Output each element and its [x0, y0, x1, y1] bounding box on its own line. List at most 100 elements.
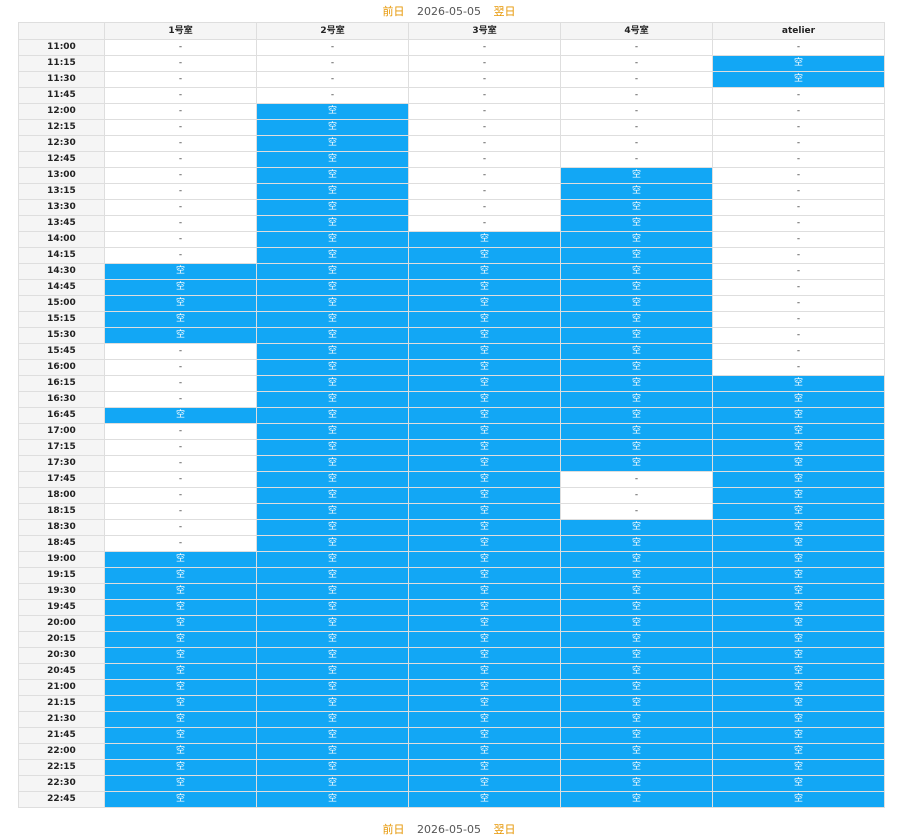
available-slot[interactable]: 空 [256, 631, 409, 648]
available-slot[interactable]: 空 [408, 759, 561, 776]
available-slot[interactable]: 空 [256, 151, 409, 168]
available-slot[interactable]: 空 [256, 359, 409, 376]
available-slot[interactable]: 空 [256, 663, 409, 680]
available-slot[interactable]: 空 [560, 535, 713, 552]
available-slot[interactable]: 空 [104, 407, 257, 424]
available-slot[interactable]: 空 [256, 711, 409, 728]
available-slot[interactable]: 空 [408, 391, 561, 408]
next-day-link[interactable]: 翌日 [493, 5, 516, 18]
available-slot[interactable]: 空 [560, 199, 713, 216]
available-slot[interactable]: 空 [712, 583, 885, 600]
available-slot[interactable]: 空 [256, 247, 409, 264]
available-slot[interactable]: 空 [408, 455, 561, 472]
available-slot[interactable]: 空 [560, 167, 713, 184]
available-slot[interactable]: 空 [256, 295, 409, 312]
available-slot[interactable]: 空 [712, 503, 885, 520]
available-slot[interactable]: 空 [712, 647, 885, 664]
prev-day-link[interactable]: 前日 [382, 5, 405, 18]
available-slot[interactable]: 空 [560, 215, 713, 232]
available-slot[interactable]: 空 [408, 423, 561, 440]
available-slot[interactable]: 空 [256, 167, 409, 184]
available-slot[interactable]: 空 [560, 663, 713, 680]
available-slot[interactable]: 空 [712, 471, 885, 488]
available-slot[interactable]: 空 [256, 231, 409, 248]
available-slot[interactable]: 空 [408, 231, 561, 248]
available-slot[interactable]: 空 [256, 311, 409, 328]
available-slot[interactable]: 空 [560, 743, 713, 760]
available-slot[interactable]: 空 [408, 247, 561, 264]
available-slot[interactable]: 空 [104, 727, 257, 744]
available-slot[interactable]: 空 [712, 791, 885, 808]
available-slot[interactable]: 空 [256, 647, 409, 664]
available-slot[interactable]: 空 [256, 695, 409, 712]
available-slot[interactable]: 空 [104, 327, 257, 344]
next-day-link[interactable]: 翌日 [493, 823, 516, 836]
prev-day-link[interactable]: 前日 [382, 823, 405, 836]
available-slot[interactable]: 空 [712, 727, 885, 744]
available-slot[interactable]: 空 [408, 583, 561, 600]
available-slot[interactable]: 空 [408, 407, 561, 424]
available-slot[interactable]: 空 [104, 759, 257, 776]
available-slot[interactable]: 空 [256, 775, 409, 792]
available-slot[interactable]: 空 [256, 487, 409, 504]
available-slot[interactable]: 空 [408, 711, 561, 728]
available-slot[interactable]: 空 [712, 743, 885, 760]
available-slot[interactable]: 空 [712, 439, 885, 456]
available-slot[interactable]: 空 [560, 647, 713, 664]
available-slot[interactable]: 空 [560, 359, 713, 376]
available-slot[interactable]: 空 [408, 439, 561, 456]
available-slot[interactable]: 空 [560, 263, 713, 280]
available-slot[interactable]: 空 [256, 503, 409, 520]
available-slot[interactable]: 空 [560, 791, 713, 808]
available-slot[interactable]: 空 [256, 423, 409, 440]
available-slot[interactable]: 空 [560, 311, 713, 328]
available-slot[interactable]: 空 [104, 711, 257, 728]
available-slot[interactable]: 空 [560, 343, 713, 360]
available-slot[interactable]: 空 [256, 759, 409, 776]
available-slot[interactable]: 空 [560, 583, 713, 600]
available-slot[interactable]: 空 [712, 631, 885, 648]
available-slot[interactable]: 空 [712, 663, 885, 680]
available-slot[interactable]: 空 [712, 519, 885, 536]
available-slot[interactable]: 空 [104, 279, 257, 296]
available-slot[interactable]: 空 [712, 567, 885, 584]
available-slot[interactable]: 空 [560, 327, 713, 344]
available-slot[interactable]: 空 [408, 503, 561, 520]
available-slot[interactable]: 空 [712, 599, 885, 616]
available-slot[interactable]: 空 [408, 727, 561, 744]
available-slot[interactable]: 空 [104, 583, 257, 600]
available-slot[interactable]: 空 [408, 631, 561, 648]
available-slot[interactable]: 空 [256, 439, 409, 456]
available-slot[interactable]: 空 [560, 375, 713, 392]
available-slot[interactable]: 空 [408, 535, 561, 552]
available-slot[interactable]: 空 [256, 743, 409, 760]
available-slot[interactable]: 空 [256, 791, 409, 808]
available-slot[interactable]: 空 [560, 423, 713, 440]
available-slot[interactable]: 空 [408, 487, 561, 504]
available-slot[interactable]: 空 [104, 567, 257, 584]
available-slot[interactable]: 空 [408, 743, 561, 760]
available-slot[interactable]: 空 [256, 583, 409, 600]
available-slot[interactable]: 空 [408, 551, 561, 568]
available-slot[interactable]: 空 [408, 359, 561, 376]
available-slot[interactable]: 空 [560, 407, 713, 424]
available-slot[interactable]: 空 [104, 775, 257, 792]
available-slot[interactable]: 空 [712, 679, 885, 696]
available-slot[interactable]: 空 [256, 407, 409, 424]
available-slot[interactable]: 空 [408, 471, 561, 488]
available-slot[interactable]: 空 [408, 327, 561, 344]
available-slot[interactable]: 空 [712, 71, 885, 88]
available-slot[interactable]: 空 [104, 263, 257, 280]
available-slot[interactable]: 空 [104, 615, 257, 632]
available-slot[interactable]: 空 [256, 375, 409, 392]
available-slot[interactable]: 空 [560, 567, 713, 584]
available-slot[interactable]: 空 [256, 599, 409, 616]
available-slot[interactable]: 空 [712, 695, 885, 712]
available-slot[interactable]: 空 [256, 567, 409, 584]
available-slot[interactable]: 空 [104, 551, 257, 568]
available-slot[interactable]: 空 [408, 343, 561, 360]
available-slot[interactable]: 空 [256, 535, 409, 552]
available-slot[interactable]: 空 [712, 551, 885, 568]
available-slot[interactable]: 空 [256, 199, 409, 216]
available-slot[interactable]: 空 [560, 759, 713, 776]
